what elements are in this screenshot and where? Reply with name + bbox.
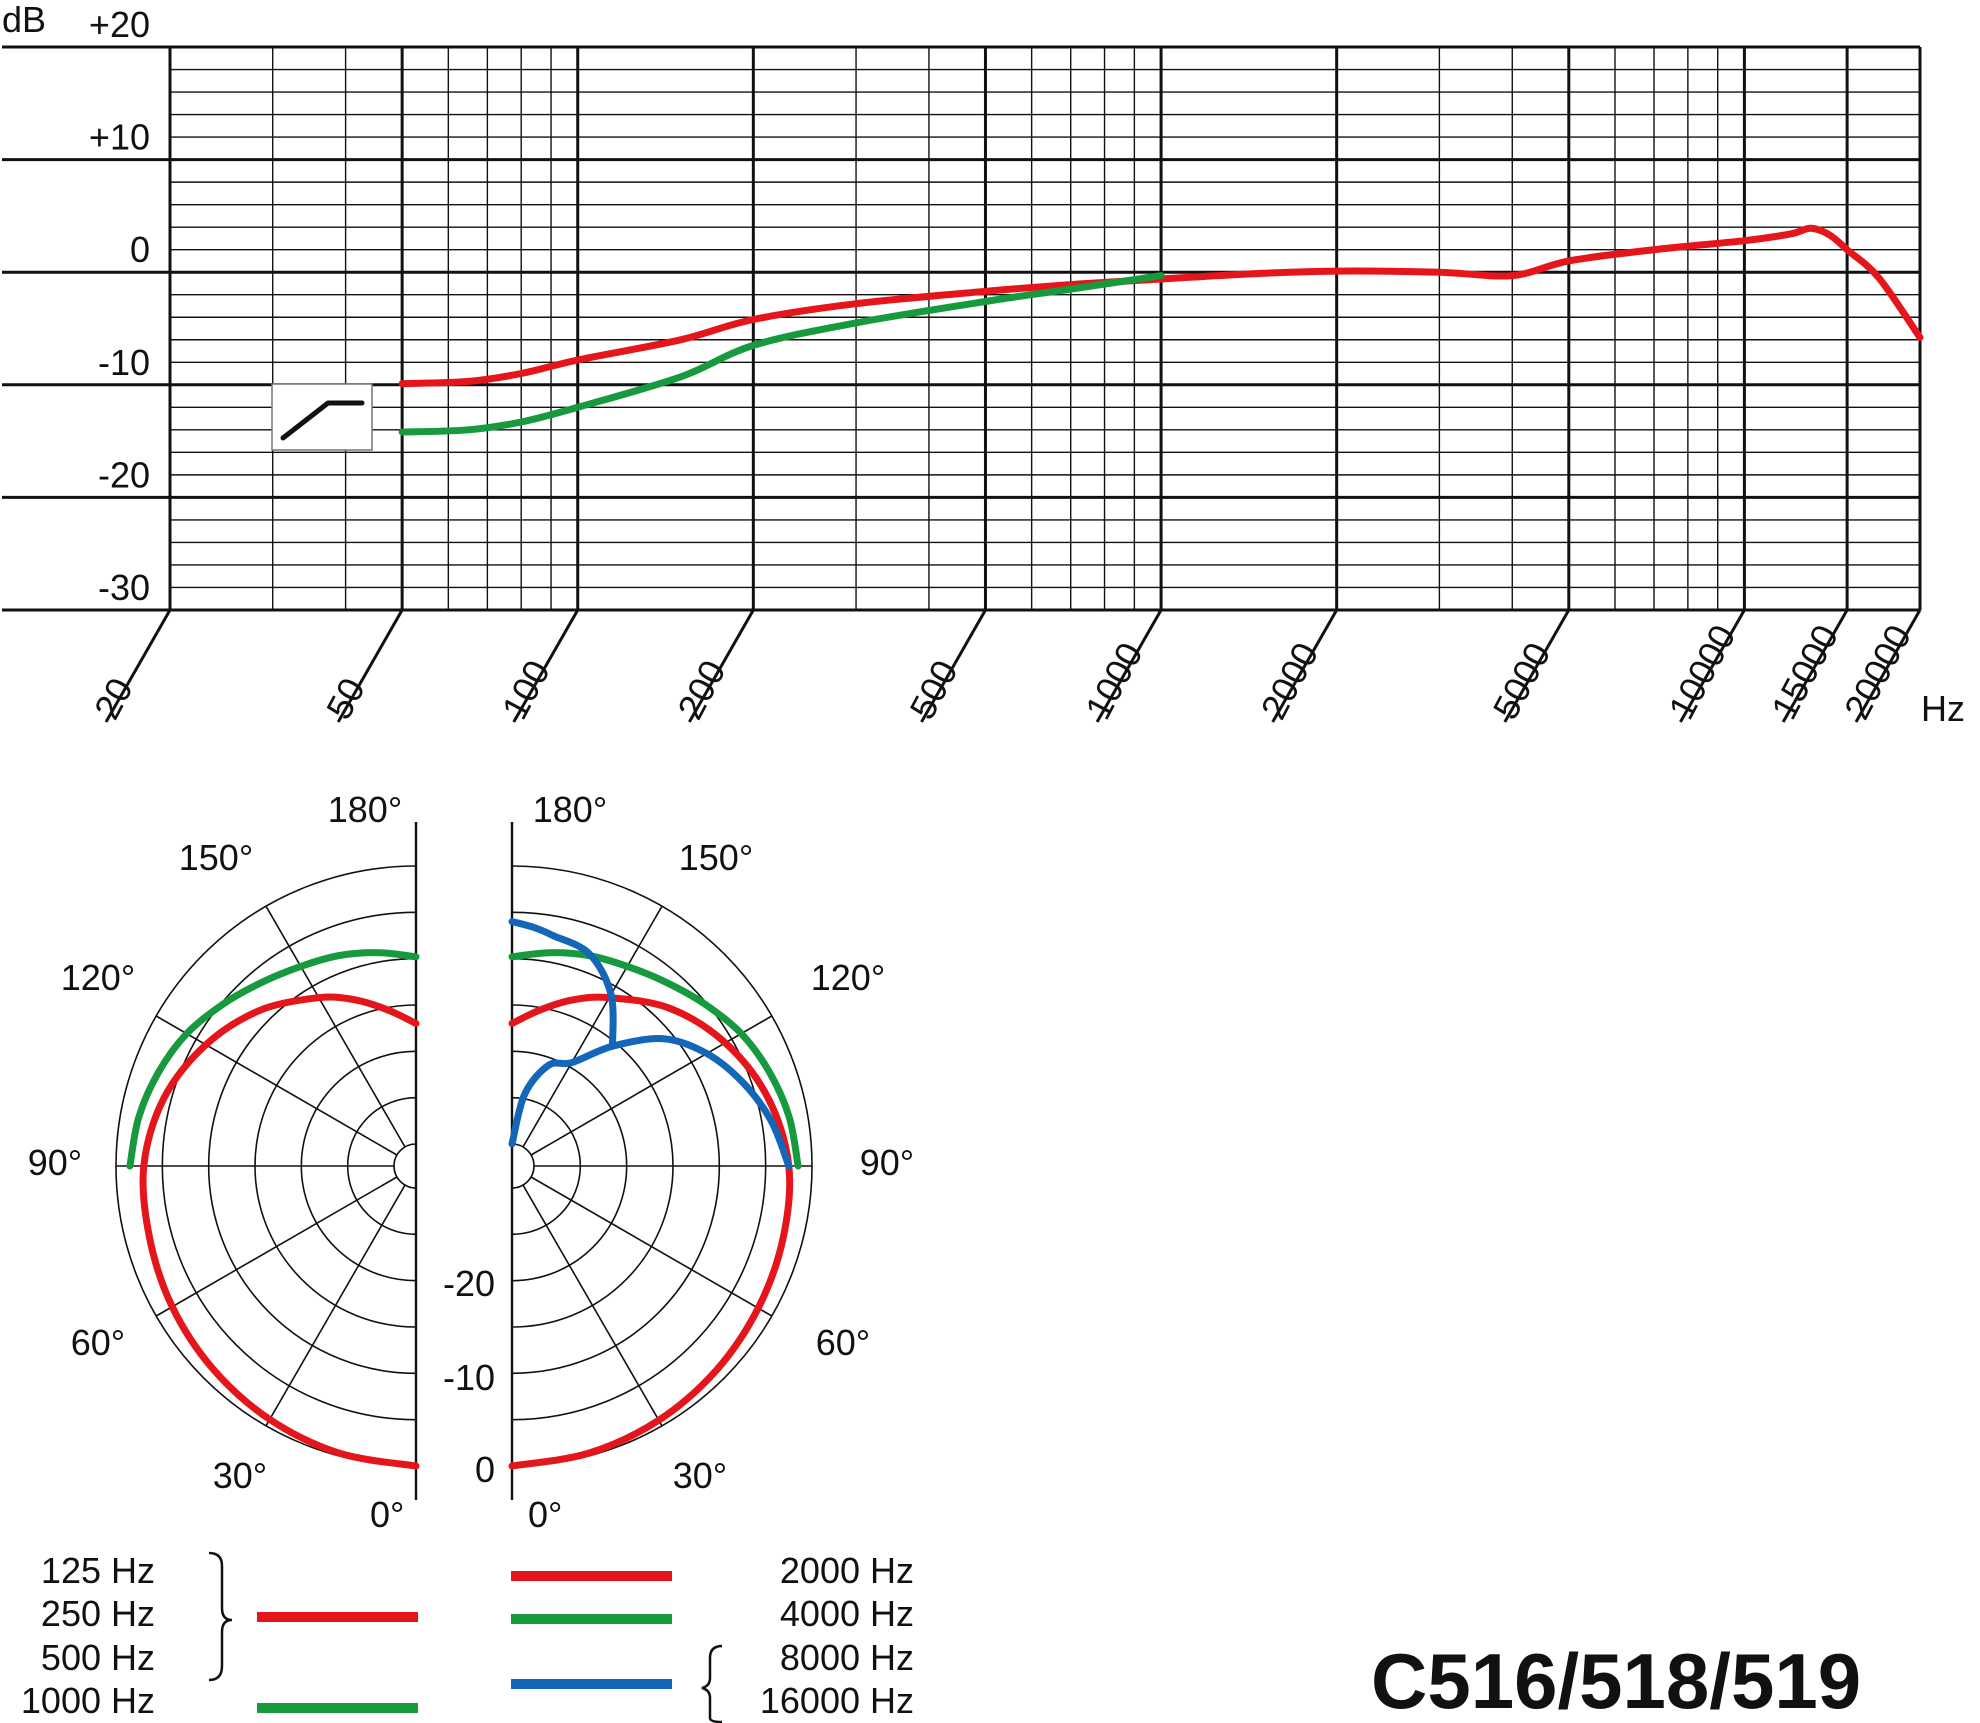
angle-label-left: 90°: [28, 1142, 82, 1183]
polar-curve-left-red: [139, 993, 420, 1470]
legend-label-left: 500 Hz: [41, 1637, 155, 1678]
polar-curve-left-green: [126, 949, 420, 1170]
legend-label-left: 125 Hz: [41, 1550, 155, 1591]
y-tick-label: +10: [89, 117, 150, 158]
legend-brace-left: [208, 1551, 233, 1682]
polar-curve-right-blue: [508, 1035, 793, 1170]
angle-label-right: 90°: [860, 1142, 914, 1183]
legend-label-right: 16000 Hz: [760, 1680, 914, 1721]
x-tick-mark: [688, 609, 755, 723]
legend-label-right: 4000 Hz: [780, 1593, 914, 1634]
angle-label-right: 120°: [811, 957, 885, 998]
x-axis-label: Hz: [1921, 688, 1965, 729]
y-tick-label: -10: [98, 342, 150, 383]
radial-label: 0: [475, 1449, 495, 1490]
angle-label-left: 0°: [370, 1494, 404, 1535]
angle-label-right: 0°: [528, 1494, 562, 1535]
radial-label: -20: [443, 1263, 495, 1304]
y-tick-label: +20: [89, 4, 150, 45]
angle-label-left: 30°: [213, 1455, 267, 1496]
x-tick-mark: [920, 609, 987, 723]
response-curve-green: [398, 272, 1165, 436]
x-tick-mark: [512, 609, 580, 723]
polar-grid-left: [115, 865, 416, 1467]
angle-label-left: 180°: [328, 789, 402, 830]
x-tick-mark: [1854, 609, 1922, 723]
angle-label-right: 150°: [679, 837, 753, 878]
angle-label-right: 30°: [673, 1455, 727, 1496]
x-tick-mark: [104, 609, 172, 723]
model-label: C516/518/519: [1371, 1637, 1861, 1723]
legend-label-left: 1000 Hz: [21, 1680, 155, 1721]
radial-label: -10: [443, 1357, 495, 1398]
y-axis-label: dB: [2, 0, 46, 40]
x-tick-mark: [336, 609, 404, 723]
x-tick-mark: [1503, 609, 1571, 723]
polar-curve-right-green: [508, 949, 802, 1170]
y-tick-label: 0: [130, 229, 150, 270]
response-curve-red: [398, 224, 1924, 388]
x-tick-mark: [1271, 609, 1338, 723]
y-tick-label: -30: [98, 567, 150, 608]
y-tick-label: -20: [98, 454, 150, 495]
angle-label-right: 60°: [816, 1322, 870, 1363]
x-tick-mark: [1781, 609, 1849, 723]
legend-label-left: 250 Hz: [41, 1593, 155, 1634]
angle-label-left: 60°: [71, 1322, 125, 1363]
angle-label-left: 150°: [179, 837, 253, 878]
low-cut-filter-icon: [271, 383, 373, 451]
polar-pattern-chart: 0° 30° 60° 90° 120° 150° 180° 0° 30° 60° 90° 120° 15…: [28, 789, 914, 1535]
angle-label-right: 180°: [533, 789, 607, 830]
legend-label-right: 8000 Hz: [780, 1637, 914, 1678]
angle-label-left: 120°: [61, 957, 135, 998]
legend-brace-right: [701, 1644, 723, 1723]
polar-curve-right-blue: [508, 918, 617, 1050]
x-tick-mark: [1679, 609, 1746, 723]
legend-label-right: 2000 Hz: [780, 1550, 914, 1591]
x-tick-mark: [1095, 609, 1163, 723]
